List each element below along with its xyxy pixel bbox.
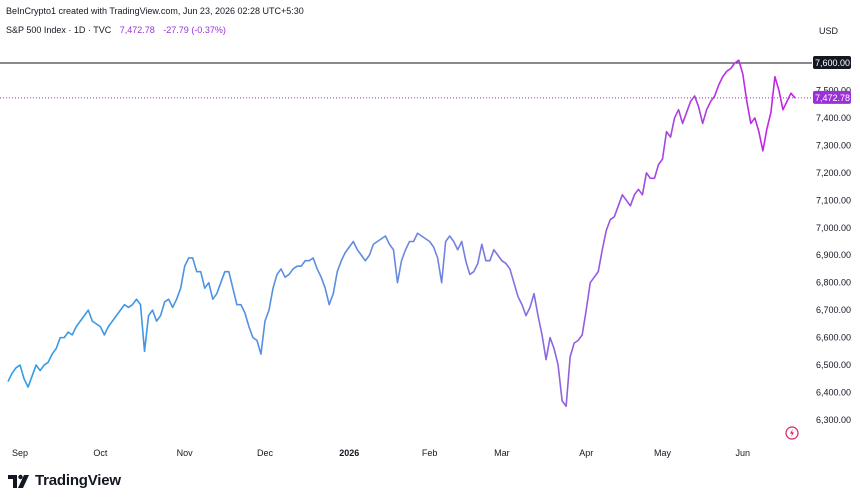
reference-price-badge-label: 7,600.00 [815, 58, 850, 68]
price-series-line[interactable] [7, 59, 796, 408]
y-tick-label: 6,900.00 [816, 250, 851, 260]
x-tick-label: Jun [736, 448, 751, 458]
price-change: -27.79 (-0.37%) [163, 25, 226, 35]
y-tick-label: 6,600.00 [816, 333, 851, 343]
y-tick-label: 7,200.00 [816, 168, 851, 178]
x-tick-label: Dec [257, 448, 274, 458]
x-tick-label: Mar [494, 448, 510, 458]
last-price-badge [813, 90, 851, 104]
x-tick-label: Nov [177, 448, 194, 458]
y-tick-label: 6,700.00 [816, 305, 851, 315]
y-tick-label: 7,100.00 [816, 195, 851, 205]
x-tick-label: May [654, 448, 672, 458]
y-tick-label: 7,500.00 [816, 85, 851, 95]
last-price-badge-label: 7,472.78 [815, 93, 850, 103]
lightning-snapshot-icon[interactable] [785, 426, 799, 440]
y-tick-label: 6,800.00 [816, 278, 851, 288]
footer-brand: TradingView [35, 472, 121, 489]
x-tick-label: 2026 [339, 448, 359, 458]
tradingview-logo-icon [8, 474, 29, 488]
y-tick-label: 7,300.00 [816, 140, 851, 150]
y-tick-label: 7,400.00 [816, 113, 851, 123]
y-tick-label: 6,500.00 [816, 360, 851, 370]
x-tick-label: Feb [422, 448, 438, 458]
x-tick-label: Oct [93, 448, 108, 458]
y-tick-label: 7,000.00 [816, 223, 851, 233]
x-tick-label: Apr [579, 448, 593, 458]
last-price: 7,472.78 [119, 25, 155, 35]
symbol-legend: S&P 500 Index · 1D · TVC 7,472.78 -27.79… [6, 25, 226, 35]
symbol-name[interactable]: S&P 500 Index · 1D · TVC [6, 25, 112, 35]
reference-price-badge [813, 56, 851, 69]
y-tick-label: 6,300.00 [816, 415, 851, 425]
chart-credit: BeInCrypto1 created with TradingView.com… [6, 6, 304, 16]
tradingview-logo[interactable]: TradingView [8, 472, 121, 489]
currency-label: USD [819, 26, 839, 36]
x-tick-label: Sep [12, 448, 28, 458]
y-tick-label: 6,400.00 [816, 388, 851, 398]
